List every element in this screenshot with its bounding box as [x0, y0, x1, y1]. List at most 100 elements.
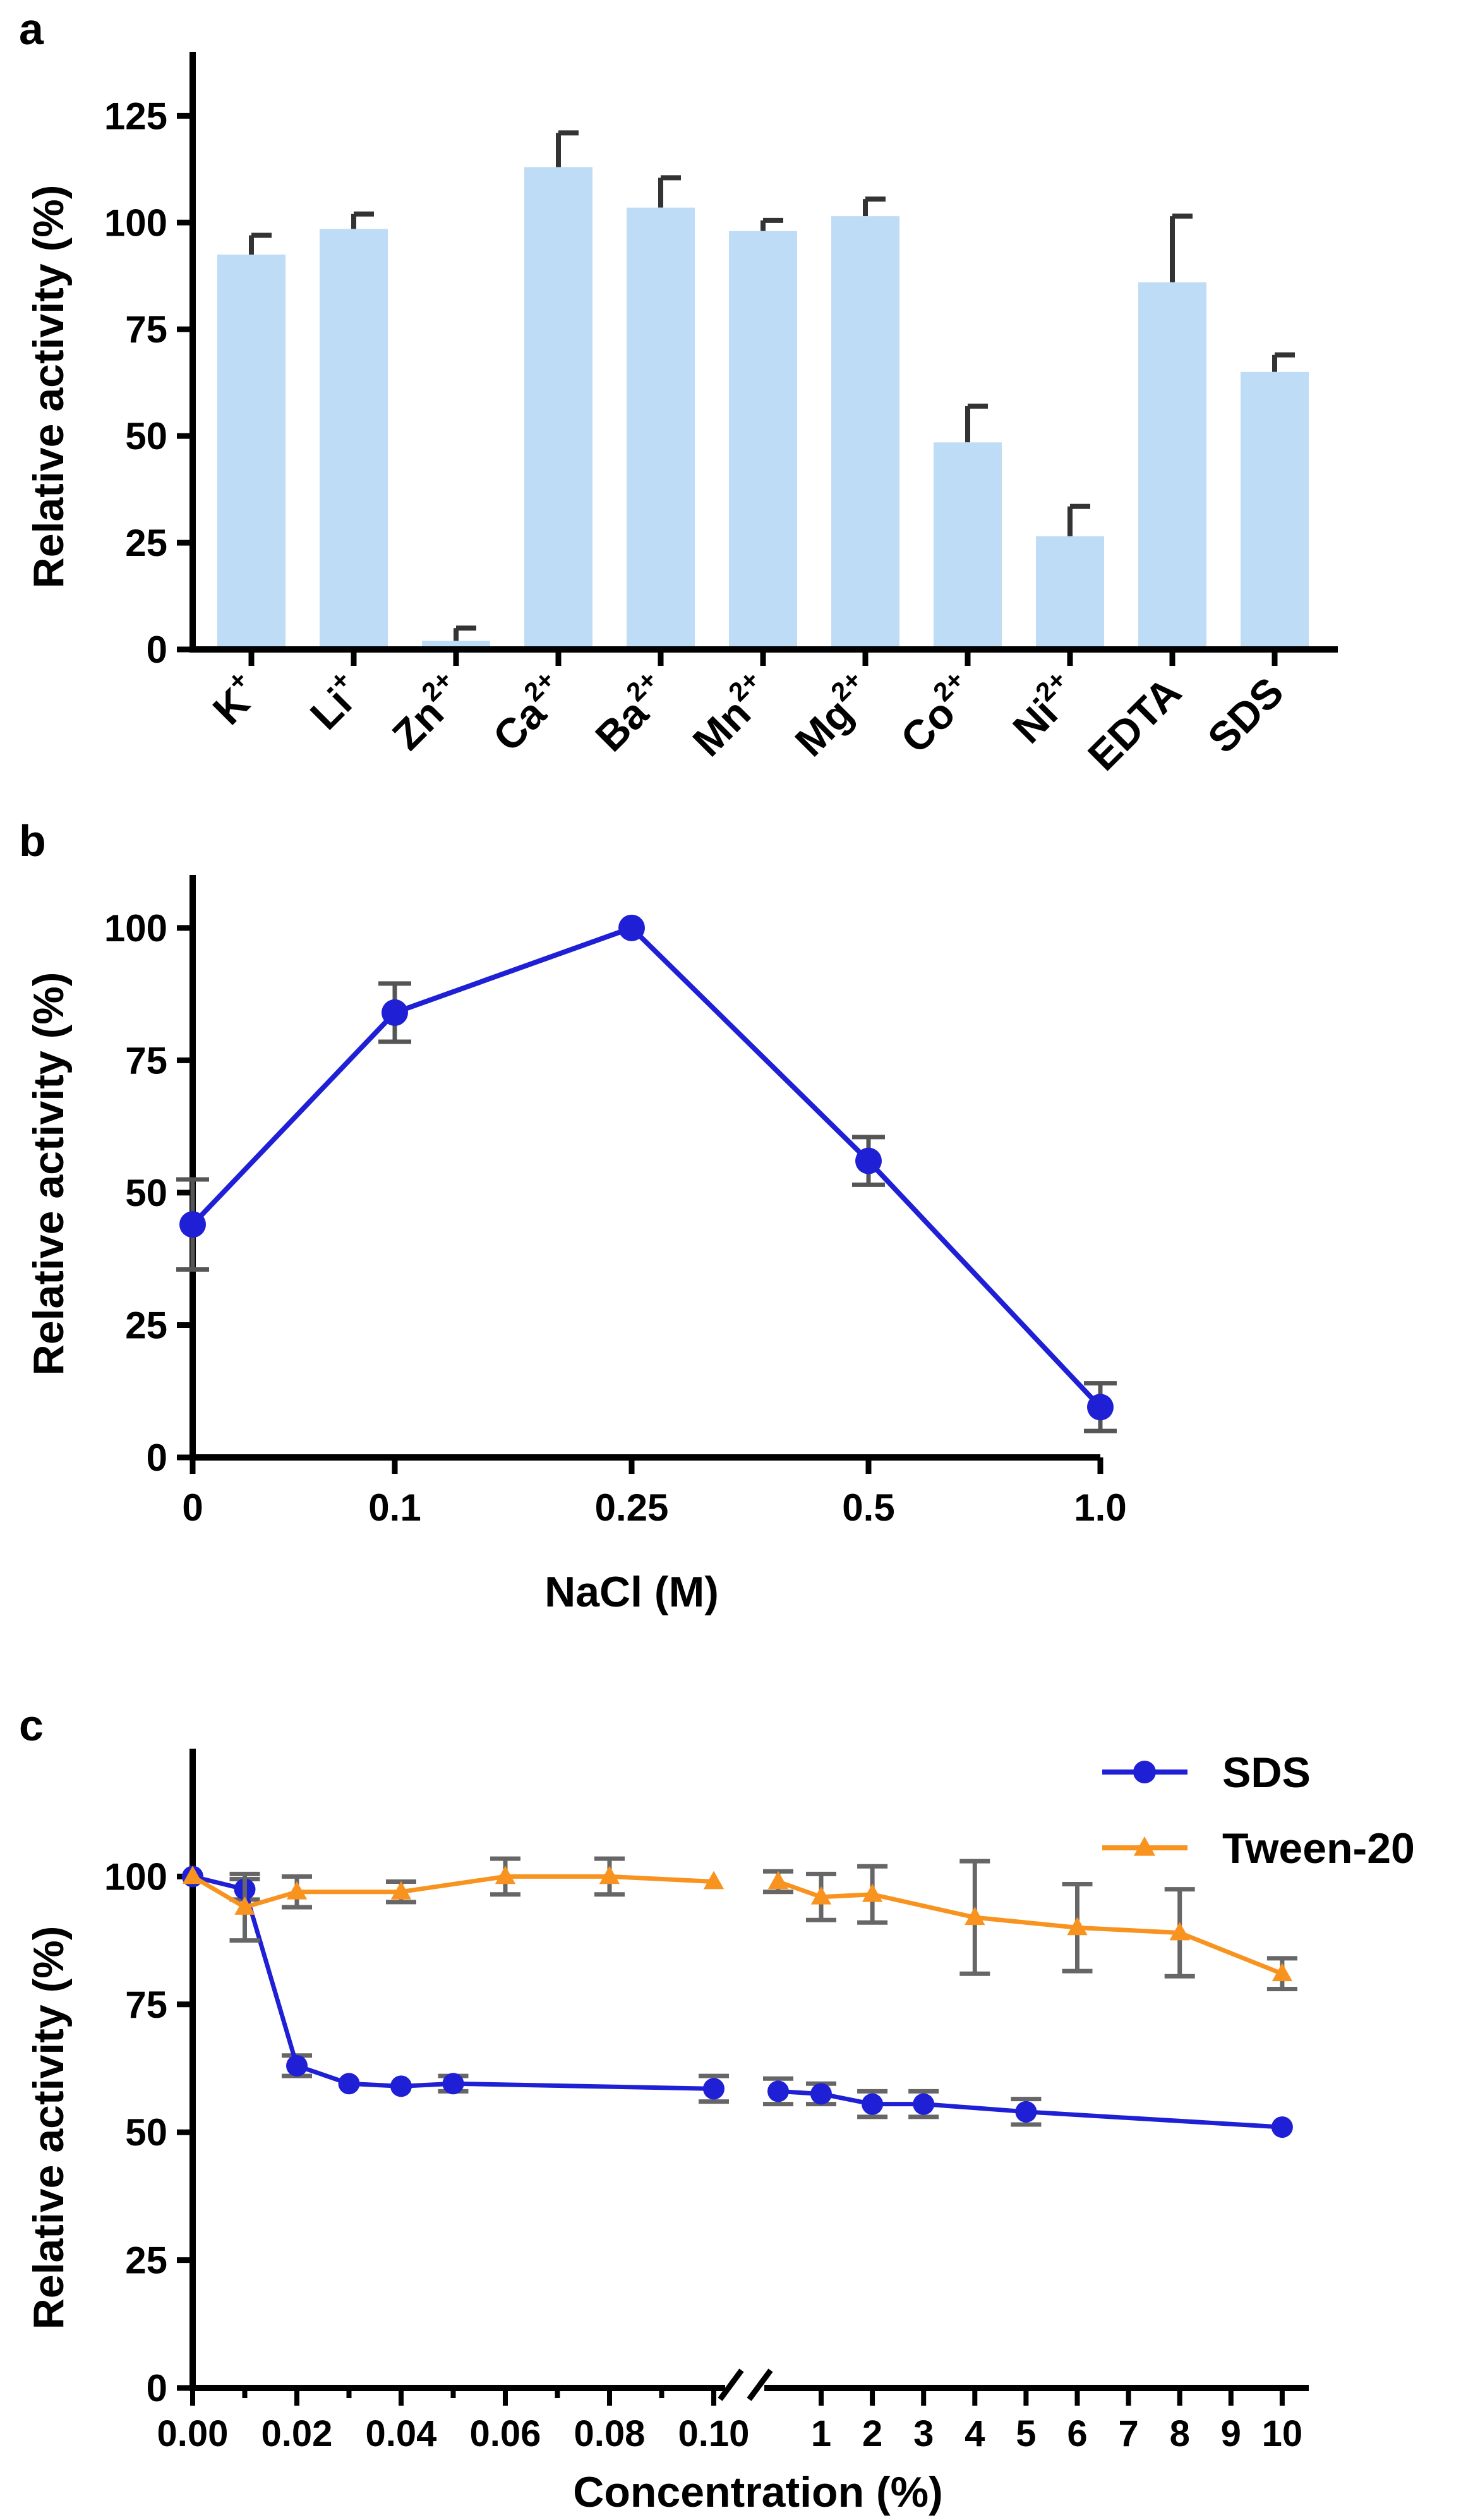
panel-a-error-bar-4 [658, 175, 681, 208]
panel-a-y-ticks: 0 25 50 75 100 125 [104, 95, 193, 671]
panel-c-tween20-left-point-2 [286, 1881, 308, 1900]
panel-c-tween20-right-point-0 [767, 1871, 789, 1890]
panel-b-point-1 [382, 999, 408, 1026]
panel-b-y-tick-label-1: 25 [125, 1304, 167, 1346]
panel-c-sds-right-point-1 [810, 2083, 832, 2105]
panel-c-tween20-left-point-6 [703, 1871, 724, 1890]
panel-a-bar-9 [1138, 282, 1206, 649]
panel-c-x-axis-title: Concentration (%) [573, 2468, 943, 2516]
panel-a-bar-7 [934, 442, 1002, 649]
panel-c-legend-sds-marker [1133, 1761, 1156, 1783]
panel-a: a Relative activity (%) 0 25 50 75 100 125 K+… [19, 4, 1338, 779]
panel-c-sds-right-point-2 [862, 2093, 884, 2115]
panel-a-bar-8 [1036, 536, 1104, 649]
panel-a-x-tick-label-6: Mg2+ [783, 665, 883, 765]
panel-c-sds-left-point-5 [442, 2073, 464, 2095]
panel-c-sds-left-point-3 [338, 2073, 360, 2095]
panel-c-y-tick-label-1: 25 [125, 2240, 167, 2282]
panel-c-x-tick-label-right-4: 5 [1016, 2413, 1036, 2454]
panel-a-error-bar-9 [1170, 214, 1193, 282]
panel-a-error-bar-3 [556, 130, 579, 167]
panel-a-x-tick-label-1: Li+ [298, 665, 371, 739]
panel-b-point-0 [179, 1211, 206, 1238]
panel-b-x-tick-label-1: 0.1 [368, 1486, 421, 1529]
panel-c-x-tick-label-right-5: 6 [1067, 2413, 1087, 2454]
panel-a-bar-1 [320, 229, 388, 650]
panel-c-sds-left-point-4 [390, 2075, 412, 2097]
panel-b-y-tick-label-4: 100 [104, 907, 167, 950]
panel-c-sds-left-line [192, 1874, 714, 2091]
panel-a-x-tick-label-2: Zn2+ [380, 665, 474, 759]
panel-c-x-tick-label-left-1: 0.02 [262, 2413, 333, 2454]
panel-a-x-tick-label-5: Mn2+ [680, 665, 781, 765]
panel-c-x-tick-label-right-8: 9 [1221, 2413, 1241, 2454]
panel-a-y-tick-label-1: 25 [125, 522, 167, 564]
panel-c-sds-left-point-2 [286, 2054, 308, 2077]
panel-a-y-tick-label-4: 100 [104, 202, 167, 244]
panel-a-bar-4 [627, 207, 695, 649]
panel-a-y-tick-label-5: 125 [104, 95, 167, 137]
panel-a-y-tick-label-0: 0 [147, 629, 167, 671]
panel-b-point-2 [618, 914, 645, 941]
panel-b-y-axis-title: Relative activity (%) [25, 972, 73, 1376]
panel-c-legend-tween20-marker [1133, 1836, 1156, 1856]
panel-c-tween20-right-point-2 [862, 1883, 883, 1902]
panel-c-sds-left-point-6 [703, 2078, 724, 2100]
panel-c-x-ticks: 0.00 0.02 0.04 0.06 0.08 0.10 1 2 3 4 5 6 7 8 9 10 [157, 2388, 1303, 2454]
panel-b-x-tick-label-4: 1.0 [1074, 1486, 1126, 1529]
panel-a-error-bar-6 [863, 196, 886, 217]
panel-b-point-4 [1087, 1394, 1114, 1421]
panel-c-sds-right-point-3 [913, 2093, 935, 2115]
panel-c-x-tick-label-right-0: 1 [811, 2413, 831, 2454]
panel-c-sds-right-point-5 [1271, 2116, 1293, 2138]
panel-a-bar-5 [729, 231, 797, 649]
panel-c-y-tick-label-2: 50 [125, 2111, 167, 2154]
panel-a-x-tick-label-9: EDTA [1079, 668, 1190, 780]
panel-b: b Relative activity (%) NaCl (M) 0 25 50 75… [19, 816, 1127, 1616]
panel-c-y-axis-title: Relative activity (%) [25, 1926, 73, 2330]
panel-a-x-tick-label-7: Co2+ [888, 665, 985, 762]
panel-c-sds-right-point-0 [767, 2080, 789, 2102]
panel-c-y-tick-label-0: 0 [147, 2367, 167, 2409]
panel-c-legend: SDS Tween-20 [1102, 1749, 1415, 1872]
panel-c-y-tick-label-4: 100 [104, 1855, 167, 1898]
panel-a-bar-0 [217, 254, 286, 649]
panel-a-y-axis-title: Relative activity (%) [25, 185, 73, 589]
panel-c-x-tick-label-left-3: 0.06 [470, 2413, 541, 2454]
panel-c-tween20-left-point-1 [234, 1896, 255, 1915]
panel-a-error-bar-1 [351, 211, 374, 229]
panel-a-y-tick-label-3: 75 [125, 308, 167, 351]
panel-c-legend-sds-label: SDS [1222, 1749, 1311, 1797]
panel-c-tween20-left-point-0 [182, 1866, 203, 1884]
panel-label-b: b [19, 816, 46, 865]
panel-c-x-tick-label-right-9: 10 [1262, 2413, 1303, 2454]
panel-a-error-bar-5 [761, 217, 783, 231]
panel-c-x-tick-label-left-5: 0.10 [678, 2413, 750, 2454]
panel-a-x-tick-label-3: Ca2+ [480, 665, 576, 761]
panel-b-plot [176, 914, 1117, 1433]
panel-c-tween20-left-point-5 [599, 1866, 620, 1884]
panel-c-plot [182, 1856, 1297, 2138]
panel-c-tween20-left-point-4 [495, 1866, 516, 1884]
panel-a-x-tick-label-4: Ba2+ [582, 665, 678, 761]
panel-c-x-tick-label-right-6: 7 [1118, 2413, 1138, 2454]
panel-c-tween20-left-line [191, 1874, 714, 1910]
panel-c-axis-break-mark-2 [747, 2368, 773, 2401]
panel-a-y-tick-label-2: 50 [125, 415, 167, 457]
panel-b-series-line [191, 925, 1102, 1409]
panel-b-y-tick-label-3: 75 [125, 1039, 167, 1082]
panel-c-tween20-right-point-6 [1272, 1963, 1293, 1982]
panel-c-legend-tween20-label: Tween-20 [1222, 1824, 1415, 1872]
panel-a-bar-6 [831, 216, 899, 649]
panel-a-error-bar-0 [249, 232, 272, 255]
panel-b-point-3 [855, 1147, 882, 1174]
panel-b-x-tick-label-2: 0.25 [595, 1486, 669, 1529]
panel-b-x-tick-label-0: 0 [182, 1486, 203, 1529]
panel-b-y-ticks: 0 25 50 75 100 [104, 907, 193, 1479]
panel-a-x-tick-label-0: K+ [200, 665, 269, 733]
panel-a-x-ticks: K+ Li+Zn2+Ca2+Ba2+Mn2+Mg2+Co2+Ni2+ EDTA SDS [200, 649, 1292, 780]
panel-a-error-bar-2 [454, 625, 476, 641]
panel-a-error-bar-10 [1272, 352, 1295, 372]
panel-c-x-tick-label-left-2: 0.04 [366, 2413, 437, 2454]
